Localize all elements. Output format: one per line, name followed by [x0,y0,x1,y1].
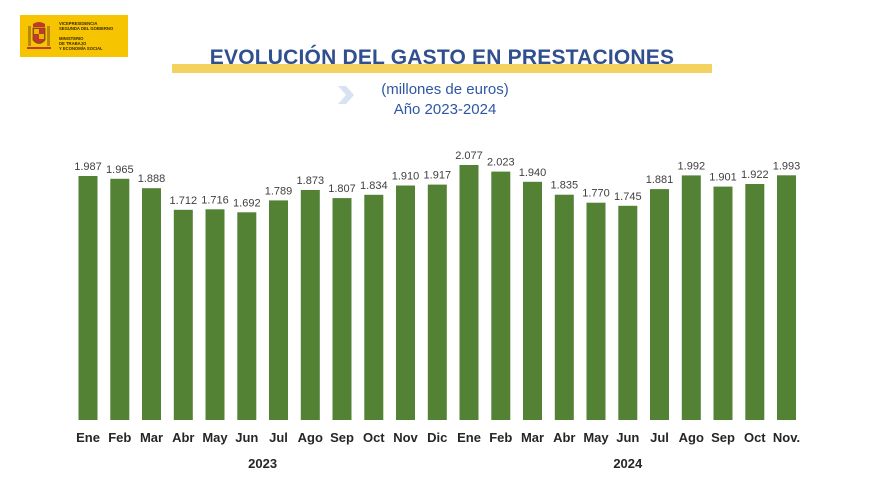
coat-of-arms-icon [27,22,51,49]
data-label-15: 1.835 [551,180,579,192]
data-label-8: 1.807 [328,183,356,195]
category-label-15: Abr [553,430,575,445]
category-label-2: Mar [140,430,163,445]
bar-10 [396,185,415,420]
data-label-0: 1.987 [74,161,102,173]
bar-14 [523,181,542,420]
data-label-2: 1.888 [138,173,166,185]
bar-12 [459,165,479,420]
bar-22 [777,175,796,420]
category-label-20: Sep [711,430,735,445]
title-area: EVOLUCIÓN DEL GASTO EN PRESTACIONES [172,44,712,73]
bar-6 [269,200,288,420]
category-label-8: Sep [330,430,354,445]
bar-9 [364,194,384,420]
category-label-19: Ago [679,430,704,445]
data-label-6: 1.789 [265,185,293,197]
data-label-17: 1.745 [614,191,642,203]
category-label-11: Dic [427,430,447,445]
category-label-5: Jun [235,430,258,445]
data-label-3: 1.712 [170,195,198,207]
ministry-logo: VICEPRESIDENCIA SEGUNDA DEL GOBIERNO MIN… [20,15,128,57]
bar-7 [300,190,320,420]
bar-0 [78,176,98,420]
data-label-19: 1.992 [678,160,706,172]
category-label-4: May [202,430,228,445]
category-label-7: Ago [298,430,323,445]
bar-8 [332,198,352,420]
data-label-16: 1.770 [582,188,610,200]
bar-15 [554,194,574,420]
category-label-10: Nov [393,430,418,445]
data-label-14: 1.940 [519,167,547,179]
title-underline-band [172,64,712,73]
ministry-name: VICEPRESIDENCIA SEGUNDA DEL GOBIERNO MIN… [59,21,114,51]
bar-20 [713,186,733,420]
category-label-12: Ene [457,430,481,445]
category-label-3: Abr [172,430,194,445]
category-label-0: Ene [76,430,100,445]
data-label-10: 1.910 [392,171,420,183]
category-label-1: Feb [108,430,131,445]
data-label-22: 1.993 [773,160,801,172]
bar-18 [650,189,669,420]
category-label-9: Oct [363,430,385,445]
category-label-14: Mar [521,430,544,445]
bar-17 [618,205,638,420]
bar-16 [586,202,606,420]
year-label-0: 2023 [248,456,277,471]
subtitle-years: Año 2023-2024 [393,101,497,118]
data-label-1: 1.965 [106,164,134,176]
data-label-7: 1.873 [297,175,325,187]
chart-subtitle: (millones de euros) Año 2023-2024 [300,80,590,120]
bar-21 [745,184,765,420]
data-label-12: 2.077 [455,150,483,162]
category-label-18: Jul [650,430,669,445]
bar-5 [237,212,257,420]
chart-title: EVOLUCIÓN DEL GASTO EN PRESTACIONES [209,46,675,69]
data-label-11: 1.917 [424,170,452,182]
category-label-17: Jun [616,430,639,445]
bar-4 [205,209,225,420]
data-label-13: 2.023 [487,157,515,169]
year-label-1: 2024 [613,456,643,471]
data-label-9: 1.834 [360,180,388,192]
bar-3 [173,209,193,420]
bar-19 [681,175,701,420]
bar-11 [427,184,447,420]
data-label-5: 1.692 [233,197,261,209]
chevron-right-icon [338,86,354,104]
category-label-13: Feb [489,430,512,445]
category-label-21: Oct [744,430,766,445]
data-label-20: 1.901 [709,172,737,184]
data-label-4: 1.716 [201,194,229,206]
data-label-21: 1.922 [741,169,769,181]
category-label-6: Jul [269,430,288,445]
subtitle-units: (millones de euros) [381,81,509,98]
bar-13 [491,171,511,420]
data-label-18: 1.881 [646,174,674,186]
bar-2 [142,188,161,420]
category-label-16: May [583,430,609,445]
category-label-22: Nov. [773,430,800,445]
bar-1 [110,178,130,420]
